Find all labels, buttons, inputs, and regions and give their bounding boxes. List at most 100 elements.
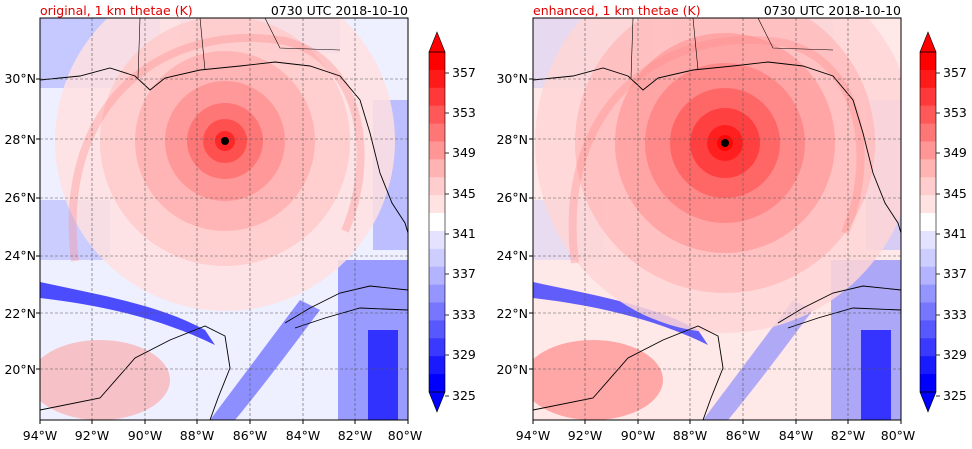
- colorbar-segment: [920, 356, 936, 375]
- lat-label: 22°N: [496, 306, 528, 321]
- colorbar-segment: [920, 123, 936, 142]
- colorbar-tick: 337: [452, 266, 476, 281]
- colorbar-tick: 325: [452, 388, 476, 403]
- colorbar-segment: [920, 213, 936, 232]
- lon-label: 84°W: [778, 428, 814, 443]
- colorbar-segment: [429, 338, 445, 357]
- colorbar-segment: [920, 248, 936, 268]
- coastline: [533, 61, 901, 234]
- colorbar-segment: [920, 374, 936, 393]
- lon-label: 94°W: [515, 428, 551, 443]
- colorbar-extend-bottom: [919, 391, 937, 413]
- colorbar-tick: 329: [452, 347, 476, 362]
- lat-label: 24°N: [4, 248, 36, 263]
- lon-label: 86°W: [725, 428, 761, 443]
- field-patch: [703, 300, 813, 420]
- colorbar-tick: 333: [943, 307, 967, 322]
- lat-label: 26°N: [4, 190, 36, 205]
- map-frame: [39, 17, 409, 421]
- colorbar-segment: [920, 105, 936, 125]
- lon-label: 94°W: [22, 428, 58, 443]
- panel-original: original, 1 km thetae (K) 0730 UTC 2018-…: [4, 3, 476, 443]
- colorbar-segment: [429, 248, 445, 268]
- colorbar-segment: [920, 177, 936, 196]
- panel-timestamp: 0730 UTC 2018-10-10: [270, 3, 408, 18]
- colorbar-segment: [429, 141, 445, 160]
- colorbar-tick: 349: [943, 145, 967, 160]
- lat-label: 28°N: [496, 132, 528, 147]
- coastline: [533, 325, 724, 420]
- lat-label: 22°N: [4, 306, 36, 321]
- colorbar-segment: [920, 338, 936, 357]
- field-patch: [533, 340, 663, 420]
- colorbar-tick: 353: [452, 105, 476, 120]
- colorbar-segment: [429, 195, 445, 214]
- colorbar-segment: [920, 195, 936, 214]
- spiral-band: [568, 35, 865, 264]
- colorbar-segment: [429, 105, 445, 125]
- lon-label: 80°W: [880, 428, 916, 443]
- colorbar-segment: [920, 69, 936, 89]
- colorbar-segment: [429, 356, 445, 375]
- colorbar-tick: 345: [452, 186, 476, 201]
- lon-label: 90°W: [127, 428, 163, 443]
- map-canvas-original: [36, 17, 449, 424]
- state-border: [137, 18, 341, 79]
- lon-label: 84°W: [285, 428, 321, 443]
- map-frame: [532, 17, 902, 421]
- lon-label: 88°W: [179, 428, 215, 443]
- colorbar-segment: [429, 123, 445, 142]
- panel-enhanced: enhanced, 1 km thetae (K) 0730 UTC 2018-…: [486, 0, 972, 449]
- colorbar-tick: 357: [943, 65, 967, 80]
- colorbar-segment: [429, 213, 445, 232]
- coastline: [40, 325, 231, 420]
- field-layer: [533, 18, 901, 420]
- field-patch: [533, 282, 708, 345]
- colorbar-segment: [429, 177, 445, 196]
- colorbar-tick: 345: [943, 186, 967, 201]
- colorbar-segment: [920, 266, 936, 286]
- field-patch: [368, 330, 398, 420]
- colorbar-tick: 337: [943, 266, 967, 281]
- colorbar-tick: 349: [452, 145, 476, 160]
- map-canvas-enhanced: [529, 17, 940, 424]
- lon-label: 92°W: [74, 428, 110, 443]
- lat-label: 30°N: [496, 71, 528, 86]
- lon-label: 92°W: [567, 428, 603, 443]
- colorbar-segment: [920, 52, 936, 71]
- lon-label: 82°W: [337, 428, 373, 443]
- colorbar-segment: [429, 284, 445, 304]
- lon-label: 82°W: [830, 428, 866, 443]
- field-patch: [40, 282, 215, 345]
- lat-label: 30°N: [4, 71, 36, 86]
- lat-label: 20°N: [4, 362, 36, 377]
- colorbar-segment: [429, 230, 445, 250]
- field-patch: [861, 330, 891, 420]
- colorbar-frame: [428, 51, 446, 393]
- colorbar-segment: [920, 302, 936, 321]
- colorbar-tick: 329: [943, 347, 967, 362]
- spiral-band: [68, 33, 365, 262]
- colorbar-extend-bottom: [428, 391, 446, 413]
- colorbar-segment: [429, 159, 445, 178]
- panel-title: original, 1 km thetae (K): [40, 3, 193, 18]
- colorbar-extend-top: [428, 31, 446, 53]
- field-patch: [40, 340, 170, 420]
- colorbar-segment: [920, 320, 936, 339]
- colorbar-tick: 325: [943, 388, 967, 403]
- colorbar-segment: [429, 69, 445, 89]
- lon-label: 88°W: [672, 428, 708, 443]
- panel-title: enhanced, 1 km thetae (K): [533, 3, 701, 18]
- storm-center-marker: [721, 139, 729, 147]
- colorbar-segment: [920, 159, 936, 178]
- field-layer: [40, 18, 408, 420]
- colorbar-segment: [429, 374, 445, 393]
- colorbar-segment: [429, 87, 445, 107]
- field-patch: [210, 300, 320, 420]
- lat-label: 28°N: [4, 132, 36, 147]
- colorbar-segment: [429, 266, 445, 286]
- colorbar-segment: [429, 302, 445, 321]
- colorbar-segment: [920, 284, 936, 304]
- colorbar-segment: [429, 320, 445, 339]
- coastline: [40, 61, 408, 234]
